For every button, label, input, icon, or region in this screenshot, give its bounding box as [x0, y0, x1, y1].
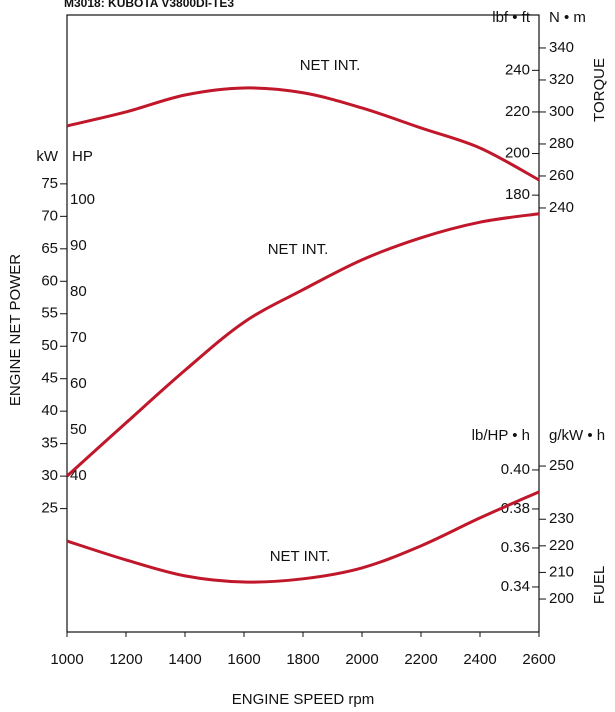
y-tick-label: 240 [505, 61, 530, 78]
axis-title: FUEL [591, 566, 608, 604]
y-tick-label: 70 [70, 329, 87, 346]
y-tick-label: 30 [41, 467, 58, 484]
curve-label: NET INT. [270, 548, 331, 565]
x-tick-label: 2200 [404, 651, 437, 668]
y-tick-label: 220 [505, 103, 530, 120]
axis-unit: HP [72, 148, 93, 165]
y-tick-label: 75 [41, 175, 58, 192]
curve-label: NET INT. [300, 57, 361, 74]
axis-title: ENGINE NET POWER [7, 254, 24, 406]
y-tick-label: 25 [41, 500, 58, 517]
y-tick-label: 40 [41, 402, 58, 419]
y-tick-label: 80 [70, 283, 87, 300]
curve [65, 212, 540, 478]
x-tick-label: 2600 [522, 651, 555, 668]
axis-unit: lbf • ft [492, 9, 531, 26]
axis-unit: kW [36, 148, 59, 165]
axis-title: TORQUE [591, 58, 608, 122]
x-axis-title: ENGINE SPEED rpm [232, 691, 375, 708]
y-tick-label: 70 [41, 207, 58, 224]
y-tick-label: 180 [505, 186, 530, 203]
x-tick-label: 1000 [50, 651, 83, 668]
y-tick-label: 230 [549, 510, 574, 527]
x-tick-label: 1800 [286, 651, 319, 668]
y-tick-label: 60 [41, 272, 58, 289]
y-tick-label: 240 [549, 199, 574, 216]
y-tick-label: 220 [549, 537, 574, 554]
curve [66, 86, 540, 182]
axis-unit: g/kW • h [549, 427, 605, 444]
y-tick-label: 35 [41, 435, 58, 452]
x-tick-label: 1400 [168, 651, 201, 668]
y-tick-label: 60 [70, 375, 87, 392]
y-tick-label: 340 [549, 39, 574, 56]
y-tick-label: 200 [505, 145, 530, 162]
y-tick-label: 50 [70, 421, 87, 438]
y-tick-label: 210 [549, 563, 574, 580]
y-tick-label: 200 [549, 590, 574, 607]
y-tick-label: 320 [549, 71, 574, 88]
chart-title: M3018: KUBOTA V3800DI-TE3 [64, 0, 234, 10]
y-tick-label: 50 [41, 337, 58, 354]
y-tick-label: 0.34 [501, 578, 530, 595]
x-tick-label: 1200 [109, 651, 142, 668]
y-tick-label: 100 [70, 191, 95, 208]
curve [66, 490, 540, 584]
y-tick-label: 90 [70, 237, 87, 254]
x-tick-label: 2000 [345, 651, 378, 668]
axis-unit: N • m [549, 9, 586, 26]
y-tick-label: 45 [41, 370, 58, 387]
y-tick-label: 55 [41, 305, 58, 322]
axis-unit: lb/HP • h [472, 427, 530, 444]
x-tick-label: 1600 [227, 651, 260, 668]
y-tick-label: 300 [549, 103, 574, 120]
curve-label: NET INT. [268, 241, 329, 258]
y-tick-label: 65 [41, 240, 58, 257]
x-tick-label: 2400 [463, 651, 496, 668]
y-tick-label: 0.36 [501, 539, 530, 556]
y-tick-label: 280 [549, 135, 574, 152]
y-tick-label: 250 [549, 457, 574, 474]
y-tick-label: 0.40 [501, 461, 530, 478]
y-tick-label: 260 [549, 167, 574, 184]
